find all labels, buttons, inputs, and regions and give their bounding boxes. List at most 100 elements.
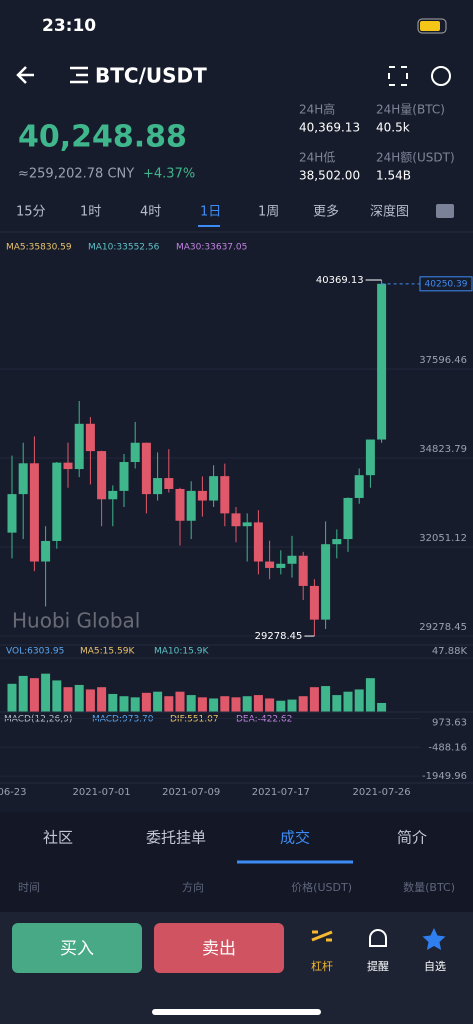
volume-label: VOL:6303.95 <box>6 647 64 657</box>
volume-bar <box>354 689 364 712</box>
leverage-icon[interactable] <box>311 930 333 942</box>
macd-tick-label: 973.63 <box>432 717 467 728</box>
volume-bar <box>97 687 107 712</box>
volume-bar <box>130 697 140 712</box>
leverage-label[interactable]: 杠杆 <box>311 959 333 973</box>
volume-bar <box>321 686 331 712</box>
favorite-label[interactable]: 自选 <box>424 960 446 973</box>
x-tick-label: 06-23 <box>0 787 27 798</box>
volume-bar <box>63 687 73 712</box>
candle-body <box>52 462 62 541</box>
volume-bar <box>74 684 84 712</box>
volume-bar <box>108 693 118 712</box>
candle-body <box>63 462 73 470</box>
candle-body <box>130 442 140 463</box>
candle-body <box>108 490 118 500</box>
volume-label: MA10:15.9K <box>154 647 209 657</box>
volume-bar <box>332 695 342 712</box>
candle-body <box>377 283 387 440</box>
candle-body <box>265 561 275 568</box>
volume-bar <box>276 700 286 712</box>
stat-label: 24H高 <box>299 102 335 117</box>
volume-tick-label: 47.88K <box>432 646 468 657</box>
menu-icon[interactable] <box>70 66 88 84</box>
candle-body <box>242 522 252 527</box>
volume-bar <box>18 675 28 712</box>
volume-bar <box>119 696 129 712</box>
candle-body <box>97 451 107 500</box>
bottom-tab[interactable]: 委托挂单 <box>146 829 206 847</box>
interval-tab[interactable]: 1时 <box>80 205 101 220</box>
volume-bar <box>298 696 308 712</box>
volume-bar <box>41 673 51 712</box>
bottom-tab[interactable]: 成交 <box>280 829 310 847</box>
candle-body <box>253 522 263 562</box>
column-header: 数量(BTC) <box>403 881 455 894</box>
candle-body <box>220 476 230 514</box>
candle-body <box>321 544 331 620</box>
tabs-panel <box>0 812 473 912</box>
buy-button[interactable] <box>12 923 142 973</box>
interval-tab[interactable]: 1日 <box>200 205 221 220</box>
bottom-tab[interactable]: 社区 <box>43 829 73 847</box>
x-tick-label: 2021-07-26 <box>353 787 411 798</box>
interval-tab[interactable]: 15分 <box>16 205 46 220</box>
stat-label: 24H低 <box>299 151 335 165</box>
watermark: Huobi Global <box>12 609 140 633</box>
macd-label: MACD(12,26,9) <box>4 715 72 725</box>
candle-body <box>276 563 286 568</box>
pair[interactable]: BTC/USDT <box>95 64 207 88</box>
ma-label: MA10:33552.56 <box>88 243 160 253</box>
change: +4.37% <box>143 167 195 182</box>
volume-bar <box>7 683 17 712</box>
home-indicator <box>152 1009 321 1015</box>
stat-label: 24H量(BTC) <box>376 103 445 117</box>
volume-label: MA5:15.59K <box>80 647 135 657</box>
alert-label[interactable]: 提醒 <box>367 960 389 973</box>
candle-body <box>85 423 95 452</box>
interval-tab[interactable]: 1周 <box>258 205 279 220</box>
column-header: 时间 <box>18 881 40 894</box>
sell-label[interactable]: 卖出 <box>202 939 236 959</box>
candle-body <box>164 478 174 489</box>
candle-body <box>343 497 353 540</box>
favorite-icon[interactable] <box>422 928 446 950</box>
volume-bar <box>153 691 163 712</box>
interval-tab[interactable]: 4时 <box>140 205 161 220</box>
interval-tab[interactable]: 深度图 <box>370 204 409 220</box>
ma-label: MA5:35830.59 <box>6 243 72 253</box>
candle-body <box>74 423 84 470</box>
share-icon[interactable] <box>431 66 451 86</box>
sell-button[interactable] <box>154 923 284 973</box>
ma-label: MA30:33637.05 <box>176 243 247 253</box>
candle-body <box>186 490 196 521</box>
buy-label[interactable]: 买入 <box>60 939 94 959</box>
candle-body <box>29 463 39 562</box>
stat-value: 38,502.00 <box>299 169 360 183</box>
settings-icon[interactable] <box>436 204 454 218</box>
candle-body <box>287 555 297 564</box>
volume-bar <box>52 680 62 712</box>
last-price-box <box>419 276 473 292</box>
interval-tab[interactable]: 更多 <box>313 204 339 220</box>
volume-bar <box>85 689 95 712</box>
x-tick-label: 2021-07-01 <box>73 787 131 798</box>
candle-body <box>209 476 219 501</box>
volume-bar <box>377 702 387 712</box>
bottom-tab[interactable]: 简介 <box>397 829 427 847</box>
y-tick-label: 32051.12 <box>419 533 467 544</box>
back-button[interactable] <box>16 66 34 84</box>
candle-body <box>141 442 151 495</box>
battery <box>417 18 447 34</box>
min-annotation: 29278.45 <box>255 631 303 642</box>
candle-body <box>365 439 375 476</box>
volume-bar <box>365 678 375 712</box>
alert-icon[interactable] <box>369 929 387 947</box>
stat-value: 1.54B <box>376 169 411 183</box>
candle-body <box>298 555 308 586</box>
cny-price: ≈259,202.78 CNY <box>18 167 134 182</box>
y-tick-label: 37596.46 <box>419 355 467 366</box>
scan-icon[interactable] <box>388 66 408 86</box>
candle-body <box>231 513 241 527</box>
volume-bar <box>141 692 151 712</box>
